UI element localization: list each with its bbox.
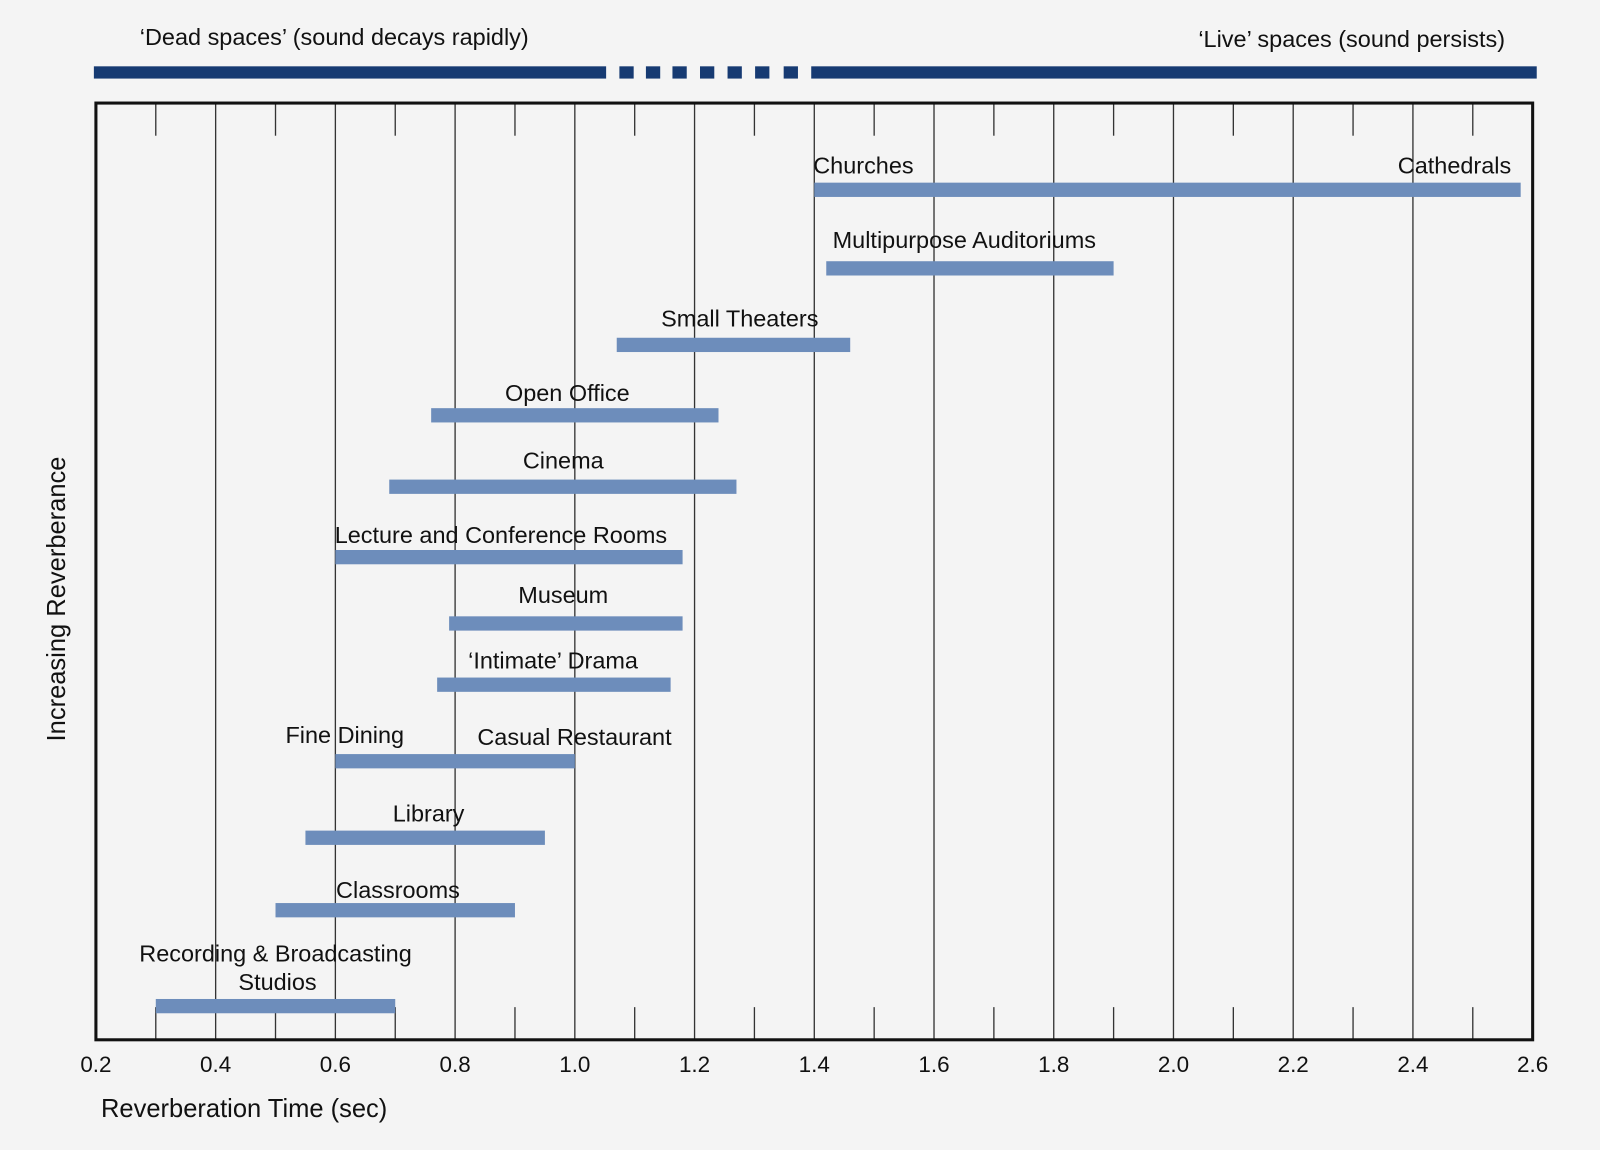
space-label: Fine Dining — [285, 722, 404, 748]
x-tick-label: 0.6 — [320, 1052, 351, 1077]
plot-frame — [94, 101, 1535, 1042]
space-label: Museum — [518, 582, 608, 608]
range-bar — [431, 408, 719, 423]
range-bar — [335, 754, 575, 769]
x-tick-label: 2.6 — [1517, 1052, 1548, 1077]
grid — [95, 103, 1534, 1040]
space-label: ‘Intimate’ Drama — [468, 647, 639, 673]
range-bar — [335, 550, 683, 565]
range-bar — [814, 182, 1521, 197]
x-tick-label: 1.0 — [559, 1052, 590, 1077]
range-bar — [155, 998, 396, 1014]
range-bar — [449, 616, 683, 631]
range-bar — [275, 903, 515, 918]
space-label: Cathedrals — [1398, 153, 1511, 179]
space-label: Multipurpose Auditoriums — [833, 227, 1096, 253]
y-axis-label: Increasing Reverberance — [43, 457, 71, 742]
range-bar — [437, 677, 671, 692]
range-bar — [305, 830, 545, 845]
x-tick-label: 1.4 — [799, 1052, 830, 1077]
space-label: Studios — [238, 969, 316, 995]
x-tick-label: 2.0 — [1158, 1052, 1189, 1077]
bars: Churches Cathedrals Multipurpose Auditoriu… — [139, 153, 1521, 1014]
space-label: Open Office — [505, 380, 630, 406]
space-label: Cinema — [523, 447, 605, 473]
space-label: Classrooms — [336, 877, 460, 903]
x-tick-label: 0.8 — [440, 1052, 471, 1077]
space-label: Recording & Broadcasting — [139, 940, 411, 966]
space-label: Lecture and Conference Rooms — [335, 522, 667, 548]
space-label: Casual Restaurant — [477, 724, 672, 750]
space-label: Small Theaters — [661, 306, 818, 332]
x-tick-label: 0.4 — [200, 1052, 231, 1077]
space-label: Library — [393, 801, 465, 827]
range-bar — [389, 479, 737, 494]
x-tick-label: 0.2 — [80, 1052, 111, 1077]
space-label: Churches — [813, 153, 913, 179]
x-axis-label: Reverberation Time (sec) — [101, 1095, 387, 1123]
range-bar — [826, 261, 1114, 276]
x-tick-label: 1.2 — [679, 1052, 710, 1077]
dead-spaces-label: ‘Dead spaces’ (sound decays rapidly) — [140, 24, 529, 50]
x-tick-label: 1.6 — [918, 1052, 949, 1077]
x-tick-label: 2.4 — [1397, 1052, 1428, 1077]
live-spaces-label: ‘Live’ spaces (sound persists) — [1198, 26, 1505, 52]
range-bar — [616, 337, 851, 353]
reverberance-banner — [93, 66, 1537, 79]
x-tick-label: 2.2 — [1278, 1052, 1309, 1077]
x-tick-label: 1.8 — [1038, 1052, 1069, 1077]
